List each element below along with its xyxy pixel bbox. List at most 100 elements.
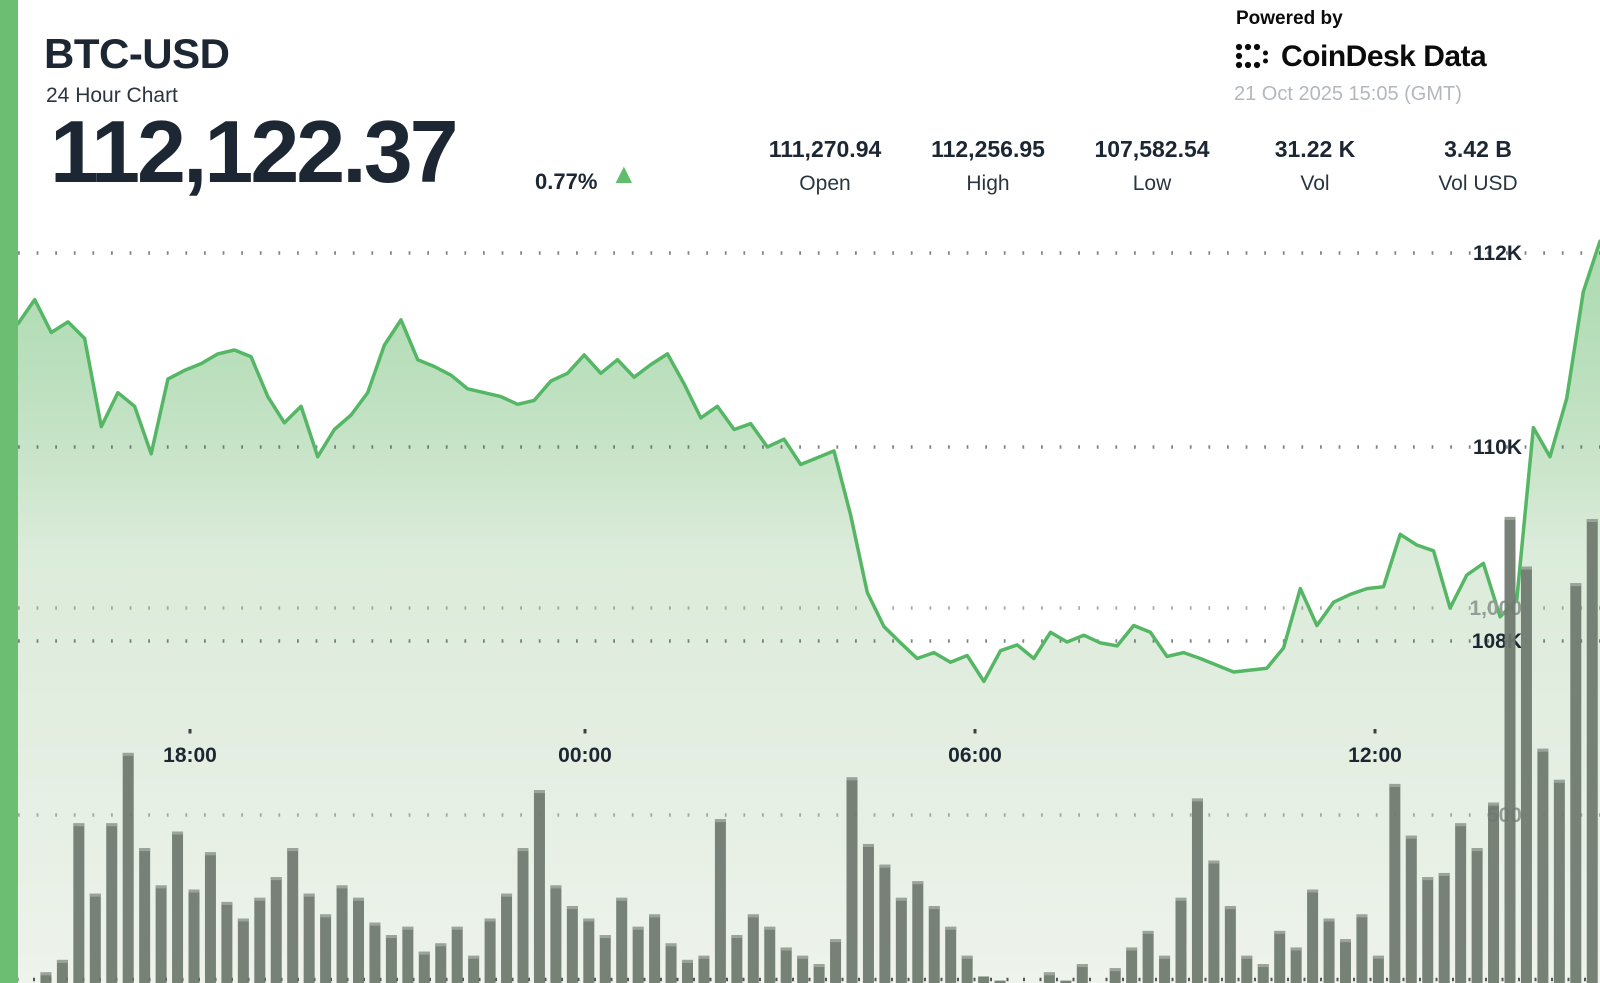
volume-bar-cap <box>484 918 496 922</box>
volume-bar-cap <box>501 893 513 897</box>
volume-bar <box>1241 955 1253 983</box>
volume-bar-cap <box>961 955 973 959</box>
volume-bar <box>1307 889 1319 983</box>
volume-bar-cap <box>698 955 710 959</box>
volume-bar-cap <box>1208 860 1220 864</box>
volume-bar <box>1191 798 1203 983</box>
volume-bar-cap <box>1405 835 1417 839</box>
powered-by-label: Powered by <box>1236 8 1343 29</box>
volume-bar-cap <box>1126 947 1138 951</box>
volume-bar-cap <box>764 926 776 930</box>
volume-bar-cap <box>599 935 611 939</box>
volume-bar <box>418 951 430 983</box>
volume-bar-cap <box>320 914 332 918</box>
volume-bar-cap <box>1142 930 1154 934</box>
volume-bar-cap <box>1224 906 1236 910</box>
brand-block: Powered by CoinDesk Data 21 Oct 2025 15:… <box>1234 8 1524 106</box>
volume-bar-cap <box>254 897 266 901</box>
coindesk-logo-mark <box>1235 43 1268 69</box>
volume-bar <box>451 926 463 983</box>
volume-bar-cap <box>517 848 529 852</box>
volume-bar <box>320 914 332 983</box>
volume-bar <box>665 943 677 983</box>
volume-bar-cap <box>1274 930 1286 934</box>
volume-bar-cap <box>566 906 578 910</box>
volume-bar-cap <box>714 819 726 823</box>
volume-bar <box>797 955 809 983</box>
volume-bar <box>813 964 825 983</box>
volume-bar <box>204 852 216 983</box>
volume-bar-cap <box>1191 798 1203 802</box>
volume-bar-cap <box>139 848 151 852</box>
x-tick-dot <box>1373 729 1377 734</box>
volume-bar-cap <box>1520 566 1532 570</box>
volume-bars <box>40 516 1598 983</box>
volume-bar <box>945 926 957 983</box>
volume-bar <box>780 947 792 983</box>
volume-bar-cap <box>879 864 891 868</box>
volume-bar-cap <box>1290 947 1302 951</box>
volume-bar <box>106 823 118 983</box>
volume-bar-cap <box>928 906 940 910</box>
volume-bar <box>632 926 644 983</box>
volume-bar-cap <box>583 918 595 922</box>
volume-bar-cap <box>945 926 957 930</box>
volume-bar-cap <box>435 943 447 947</box>
volume-bar <box>155 885 167 983</box>
volume-bar <box>237 918 249 983</box>
volume-bar <box>1290 947 1302 983</box>
volume-bar <box>928 906 940 983</box>
volume-bar <box>501 893 513 983</box>
volume-bar <box>270 877 282 983</box>
volume-bar <box>1109 968 1121 983</box>
volume-bar <box>830 939 842 983</box>
volume-bar-cap <box>402 926 414 930</box>
volume-bar <box>978 976 990 983</box>
volume-bar <box>188 889 200 983</box>
volume-bar <box>1372 955 1384 983</box>
time-axis-label: 06:00 <box>948 744 1002 767</box>
volume-bar <box>1537 748 1549 983</box>
volume-bar <box>254 897 266 983</box>
x-tick-dot <box>188 729 192 734</box>
volume-bar <box>435 943 447 983</box>
volume-bar <box>336 885 348 983</box>
volume-bar-cap <box>1372 955 1384 959</box>
volume-bar-cap <box>747 914 759 918</box>
volume-bar <box>1076 964 1088 983</box>
volume-bar <box>698 955 710 983</box>
volume-bar-cap <box>204 852 216 856</box>
volume-bar <box>1504 516 1516 983</box>
volume-bar-cap <box>550 885 562 889</box>
volume-bar-cap <box>122 752 134 756</box>
volume-bar-cap <box>1257 964 1269 968</box>
volume-bar <box>1405 835 1417 983</box>
volume-bar <box>40 972 52 983</box>
volume-bar-cap <box>287 848 299 852</box>
volume-bar <box>583 918 595 983</box>
volume-bar <box>1389 783 1401 983</box>
volume-bar <box>1126 947 1138 983</box>
volume-bar <box>616 897 628 983</box>
volume-bar-cap <box>731 935 743 939</box>
volume-bar <box>1422 877 1434 983</box>
coindesk-logo[interactable]: CoinDesk Data <box>1234 40 1524 74</box>
volume-bar-cap <box>270 877 282 881</box>
volume-bar-cap <box>451 926 463 930</box>
volume-bar <box>56 959 68 983</box>
volume-bar <box>1274 930 1286 983</box>
volume-bar-cap <box>1175 897 1187 901</box>
volume-bar-cap <box>682 959 693 963</box>
volume-bar-cap <box>369 922 381 926</box>
volume-bar-cap <box>830 939 842 943</box>
volume-bar-cap <box>1422 877 1434 881</box>
volume-bar <box>1159 955 1171 983</box>
volume-bar-cap <box>40 972 52 976</box>
volume-bar <box>1323 918 1335 983</box>
volume-bar <box>649 914 661 983</box>
volume-bar-cap <box>1323 918 1335 922</box>
volume-bar-cap <box>336 885 348 889</box>
volume-bar <box>402 926 414 983</box>
volume-bar-cap <box>649 914 661 918</box>
